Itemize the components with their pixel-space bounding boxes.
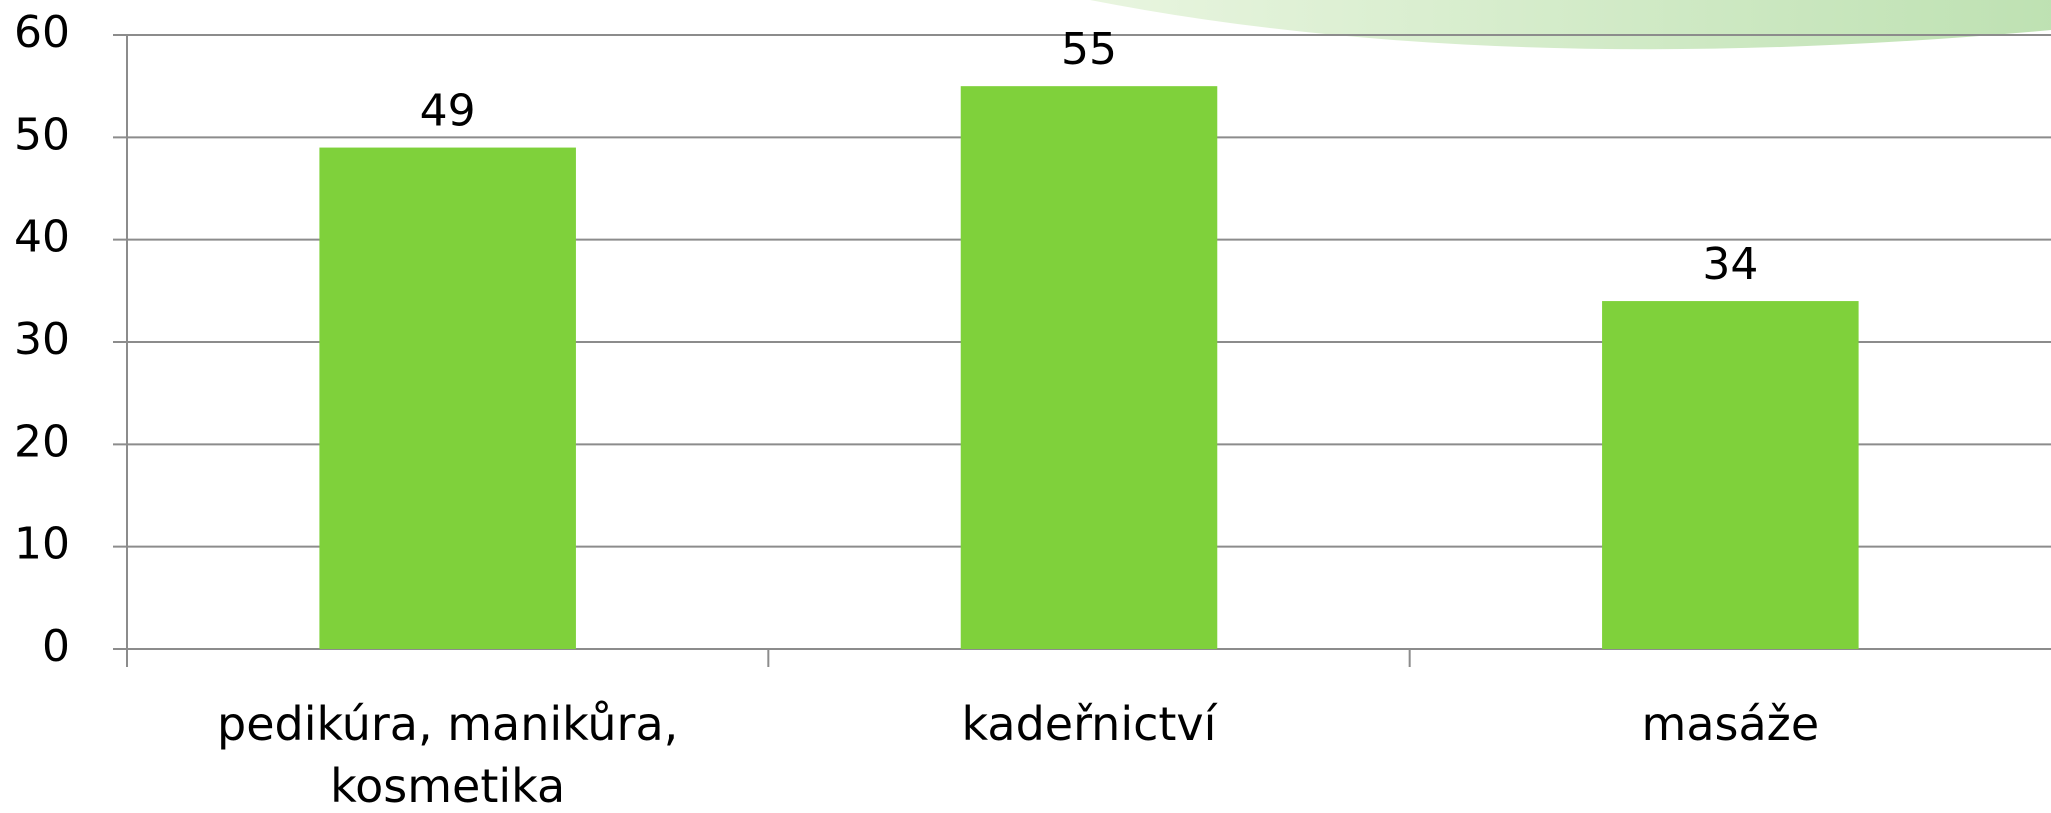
y-tick-label: 40 [14, 212, 70, 263]
bar [1602, 301, 1859, 649]
bar [319, 147, 576, 650]
y-tick-label: 50 [14, 109, 70, 160]
x-tick-label: kadeřnictví [961, 697, 1217, 751]
y-tick-label: 0 [42, 621, 70, 672]
data-label: 49 [420, 86, 476, 137]
data-label: 55 [1061, 24, 1117, 75]
x-tick-label: pedikúra, manikůra, kosmetika [217, 697, 679, 813]
y-tick-label: 10 [14, 519, 70, 570]
bar [960, 86, 1218, 649]
y-tick-label: 60 [14, 7, 70, 58]
y-tick-label: 20 [14, 416, 70, 467]
data-label: 34 [1702, 239, 1758, 290]
x-tick-label: masáže [1641, 697, 1820, 751]
y-tick-label: 30 [14, 314, 70, 365]
decoration [1090, 0, 2051, 50]
